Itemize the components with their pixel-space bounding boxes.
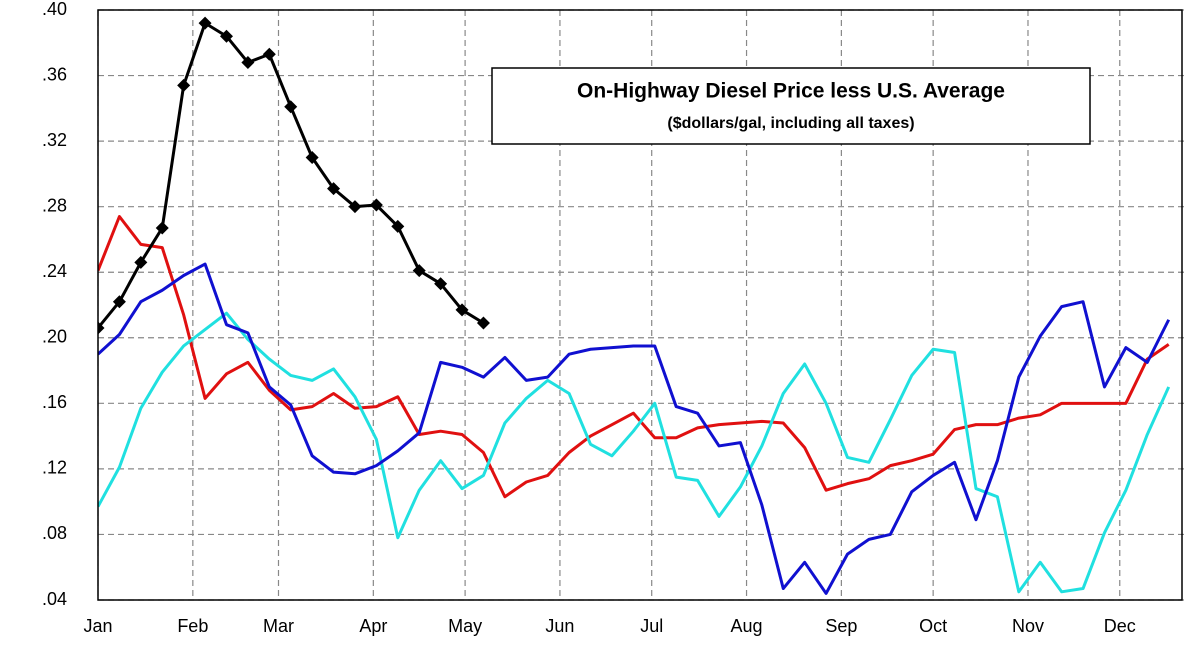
x-tick-label: Sep xyxy=(825,616,857,636)
y-tick-label: .32 xyxy=(42,130,67,150)
series-line xyxy=(98,311,1171,594)
x-tick-label: Aug xyxy=(731,616,763,636)
plot-frame xyxy=(97,9,1183,601)
point-marker xyxy=(177,78,191,92)
plot-area xyxy=(98,16,1171,595)
axis-labels: .04 .08 .12 .16 .20 .24 .28 .32 .36 .40 Jan Feb Mar A… xyxy=(42,0,1136,636)
y-tick-label: .24 xyxy=(42,261,67,281)
point-marker xyxy=(455,303,469,317)
point-marker xyxy=(305,151,319,164)
point-marker xyxy=(412,264,426,278)
chart-title: On-Highway Diesel Price less U.S. Averag… xyxy=(577,80,1005,103)
point-marker xyxy=(476,316,490,330)
point-marker xyxy=(284,100,298,114)
y-tick-label: .08 xyxy=(42,523,67,543)
title-box xyxy=(491,67,1091,145)
series-line xyxy=(98,21,485,329)
y-tick-label: .04 xyxy=(42,589,67,609)
x-tick-label: May xyxy=(448,616,482,636)
point-marker xyxy=(198,16,212,30)
x-tick-label: Jul xyxy=(640,616,663,636)
point-marker xyxy=(327,182,341,196)
point-marker xyxy=(241,55,255,69)
series-line xyxy=(98,262,1171,595)
y-tick-label: .40 xyxy=(42,0,67,19)
point-marker xyxy=(369,198,383,212)
point-marker xyxy=(134,255,148,269)
x-tick-label: Mar xyxy=(263,616,294,636)
y-tick-label: .12 xyxy=(42,458,67,478)
point-marker xyxy=(434,277,448,291)
y-tick-label: .20 xyxy=(42,327,67,347)
y-tick-label: .36 xyxy=(42,64,67,84)
point-marker xyxy=(262,47,276,61)
point-marker xyxy=(155,221,169,235)
x-tick-label: Jun xyxy=(545,616,574,636)
x-tick-label: Oct xyxy=(919,616,947,636)
x-tick-label: Apr xyxy=(359,616,387,636)
point-marker xyxy=(391,219,405,233)
chart-subtitle: ($dollars/gal, including all taxes) xyxy=(667,115,914,132)
point-marker xyxy=(98,321,105,335)
x-tick-label: Dec xyxy=(1104,616,1136,636)
y-tick-label: .28 xyxy=(42,195,67,215)
x-tick-label: Feb xyxy=(177,616,208,636)
x-tick-label: Nov xyxy=(1012,616,1044,636)
x-tick-label: Jan xyxy=(83,616,112,636)
point-marker xyxy=(348,200,362,214)
point-marker xyxy=(219,29,233,43)
series-line xyxy=(98,215,1170,499)
y-tick-label: .16 xyxy=(42,392,67,412)
point-marker xyxy=(112,295,126,309)
